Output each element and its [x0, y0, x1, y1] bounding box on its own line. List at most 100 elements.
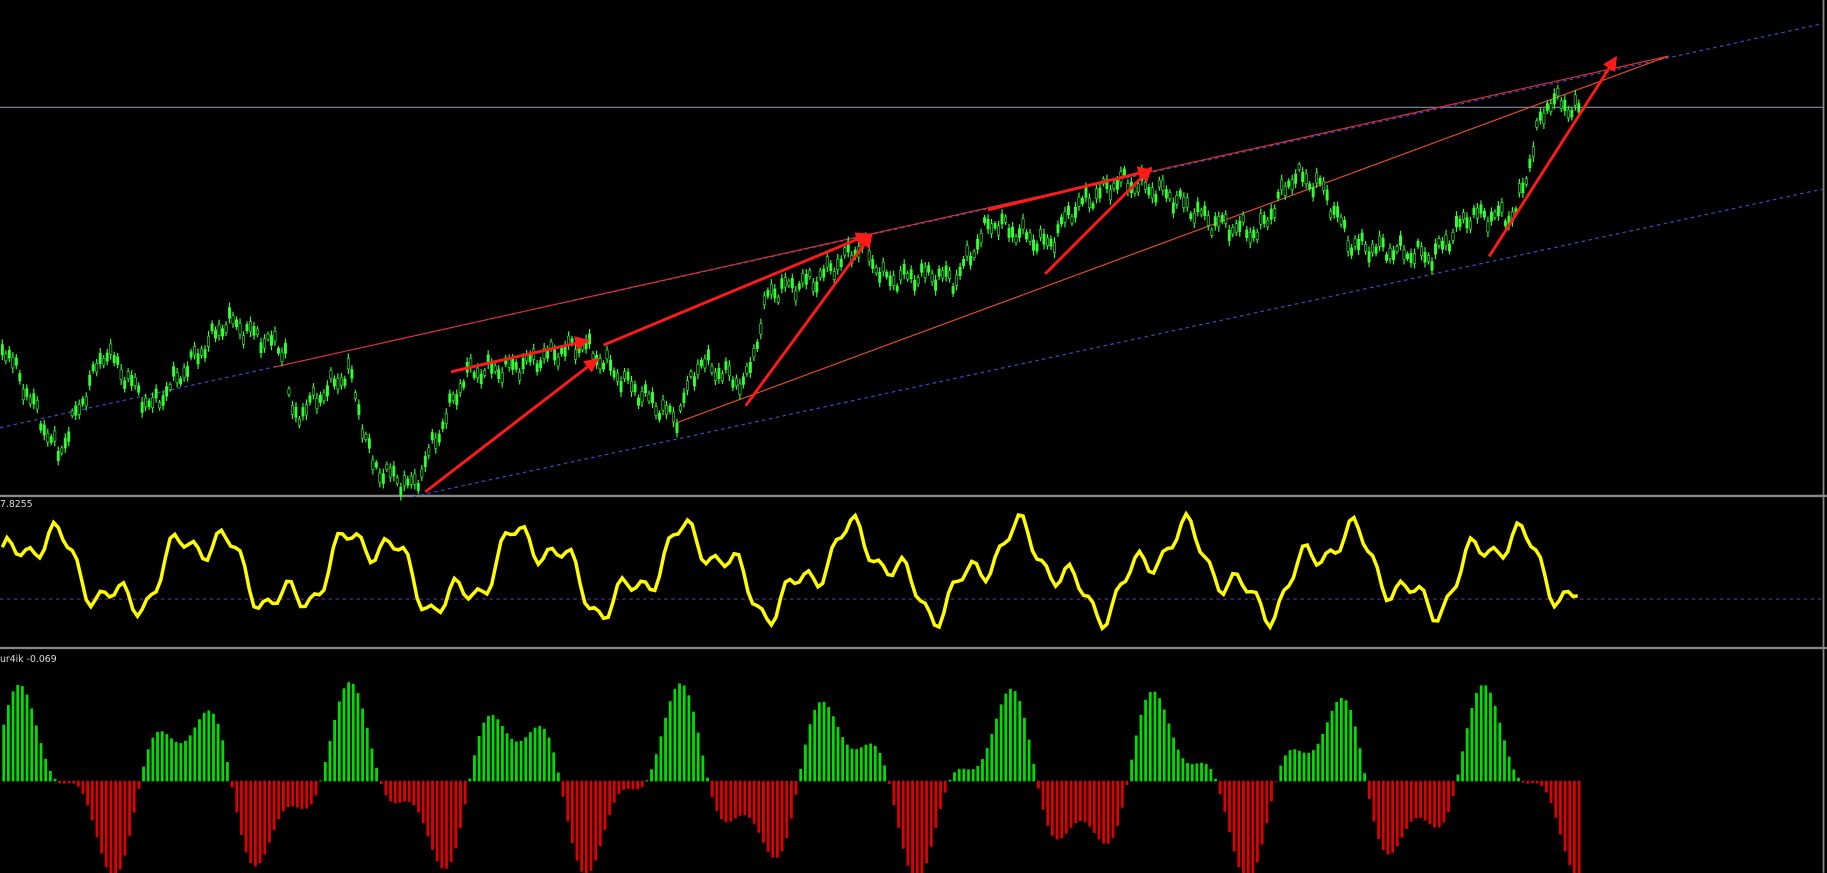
candle-body: [406, 478, 410, 486]
histogram-bar: [1232, 780, 1236, 852]
histogram-bar: [1367, 780, 1371, 799]
candle-body: [493, 365, 497, 372]
histogram-bar: [1251, 780, 1255, 873]
candle-body: [1559, 100, 1563, 109]
histogram-bar: [267, 780, 271, 843]
candle-body: [990, 223, 994, 234]
candle-body: [829, 263, 833, 272]
candle-body: [542, 347, 546, 359]
candle-body: [1227, 229, 1231, 241]
candle-body: [1105, 178, 1109, 189]
candle-body: [367, 438, 371, 449]
candle-body: [49, 436, 53, 443]
histogram-bar: [347, 682, 351, 782]
candle-body: [1063, 211, 1067, 223]
candle-body: [112, 355, 116, 363]
arrows: [424, 56, 1618, 493]
candle-body: [1427, 255, 1430, 262]
candle-body: [1231, 227, 1235, 235]
histogram-bar: [76, 780, 80, 787]
histogram-bar: [1158, 698, 1161, 782]
candle-body: [962, 258, 966, 266]
arrow: [603, 232, 871, 347]
candle-body: [1472, 207, 1476, 216]
arrow: [987, 166, 1153, 212]
candle-body: [1084, 187, 1088, 198]
histogram-bar: [254, 780, 257, 867]
histogram-bar: [1270, 780, 1273, 802]
histogram-bar: [668, 701, 672, 782]
candle-body: [458, 383, 462, 393]
candle-body: [455, 394, 459, 406]
histogram-bar: [212, 713, 215, 782]
candle-body: [1364, 244, 1368, 252]
histogram-bar: [640, 780, 644, 788]
histogram-bar: [878, 752, 882, 782]
candle-body: [598, 358, 602, 370]
histogram-bar: [617, 780, 621, 795]
histogram-bar: [1139, 714, 1143, 782]
histogram-bar: [566, 780, 570, 821]
candle-body: [1566, 109, 1570, 119]
candle-body: [511, 359, 515, 370]
histogram-bar: [1176, 749, 1180, 782]
candle-body: [1098, 187, 1102, 199]
histogram-bar: [146, 749, 150, 782]
candle-body: [1503, 220, 1507, 227]
histogram-bar: [580, 780, 584, 872]
candle-body: [332, 378, 336, 387]
candle-body: [1346, 240, 1350, 252]
candle-body: [1259, 213, 1263, 225]
histogram-bar: [1572, 780, 1576, 873]
candle-body: [1161, 179, 1165, 191]
histogram-bar: [734, 780, 737, 819]
candle-body: [462, 381, 466, 388]
candle-body: [346, 358, 350, 370]
candle-body: [1049, 238, 1053, 247]
candle-body: [14, 357, 18, 366]
histogram-bar: [1391, 780, 1395, 853]
histogram-bar: [1153, 691, 1157, 782]
histogram: [2, 682, 1581, 873]
histogram-bar: [729, 780, 733, 822]
candle-body: [839, 258, 843, 268]
histogram-bar: [328, 740, 332, 782]
candle-body: [577, 342, 581, 353]
histogram-bar: [184, 740, 187, 782]
candle-body: [297, 418, 301, 426]
candle-body: [252, 326, 256, 336]
candle-body: [165, 386, 169, 397]
candle-body: [200, 348, 204, 356]
candle-body: [1021, 218, 1025, 230]
histogram-bar: [892, 780, 896, 806]
histogram-bar: [398, 780, 402, 803]
histogram-bar: [1428, 780, 1432, 825]
histogram-bar: [1223, 780, 1227, 813]
histogram-bar: [165, 734, 169, 782]
histogram-bar: [1083, 780, 1087, 823]
histogram-bar: [216, 723, 220, 782]
candle-body: [1552, 93, 1556, 105]
histogram-bar: [30, 708, 34, 782]
candle-body: [1203, 205, 1207, 216]
candle-body: [1475, 207, 1479, 219]
candle-body: [1535, 120, 1539, 128]
candle-body: [490, 363, 494, 374]
candle-body: [1399, 235, 1403, 246]
candle-body: [612, 370, 616, 378]
candle-body: [745, 365, 749, 374]
candle-body: [28, 396, 32, 405]
candle-body: [4, 353, 8, 362]
candle-body: [616, 372, 620, 382]
histogram-bar: [449, 780, 453, 863]
histogram-bar: [1204, 764, 1208, 782]
candle-body: [1482, 210, 1486, 218]
histogram-bar: [1363, 773, 1367, 782]
histogram-bar: [333, 719, 337, 782]
candle-body: [514, 362, 518, 370]
histogram-bar: [1531, 780, 1534, 784]
candle-body: [1171, 202, 1175, 214]
histogram-bar: [477, 735, 481, 782]
histogram-bar: [463, 780, 467, 805]
histogram-bar: [1316, 743, 1320, 782]
